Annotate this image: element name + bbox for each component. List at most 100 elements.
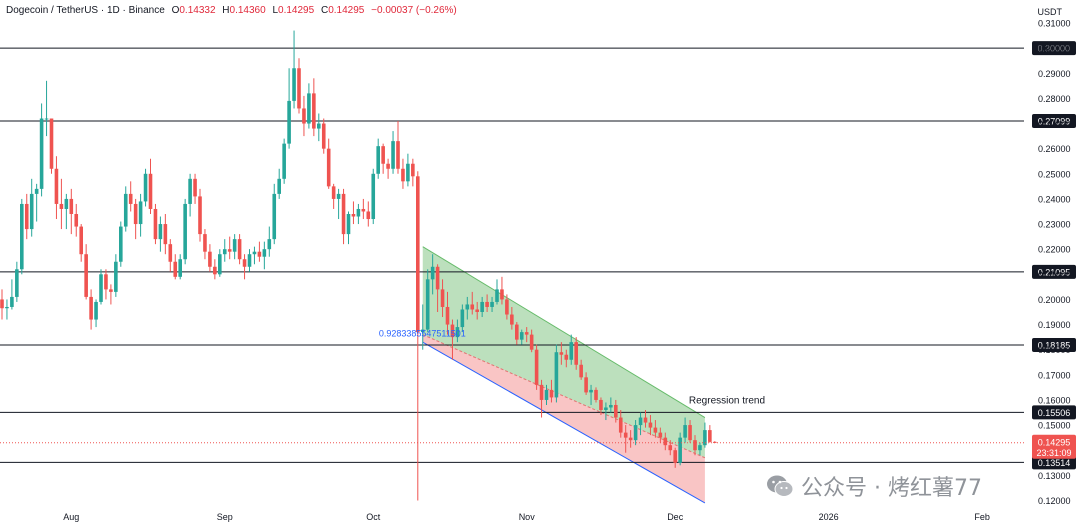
candle-body[interactable] (203, 234, 207, 252)
candle-body[interactable] (158, 224, 163, 240)
candle-body[interactable] (529, 334, 534, 350)
candle-body[interactable] (227, 249, 232, 252)
candle-body[interactable] (84, 254, 88, 297)
candle-body[interactable] (272, 193, 277, 240)
candle-body[interactable] (237, 239, 242, 260)
candle-body[interactable] (222, 249, 227, 255)
candle-body[interactable] (119, 226, 123, 262)
candle-body[interactable] (20, 203, 24, 270)
candle-body[interactable] (307, 93, 311, 124)
candle-body[interactable] (683, 425, 687, 438)
candle-body[interactable] (579, 364, 583, 378)
candle-body[interactable] (554, 352, 559, 398)
candle-body[interactable] (341, 193, 346, 235)
candle-body[interactable] (599, 399, 603, 410)
candle-body[interactable] (673, 450, 677, 463)
candle-body[interactable] (574, 342, 578, 365)
candle-body[interactable] (544, 389, 549, 400)
candle-body[interactable] (242, 259, 247, 267)
candle-body[interactable] (79, 226, 83, 255)
candle-body[interactable] (29, 193, 34, 230)
candle-body[interactable] (302, 108, 306, 124)
candle-body[interactable] (24, 203, 29, 230)
candle-body[interactable] (198, 196, 202, 235)
candle-body[interactable] (678, 437, 682, 463)
candle-body[interactable] (262, 249, 267, 257)
candle-body[interactable] (648, 422, 653, 428)
candle-body[interactable] (505, 299, 509, 315)
candle-body[interactable] (178, 259, 182, 277)
candle-body[interactable] (376, 146, 380, 174)
candle-body[interactable] (396, 141, 400, 169)
candle-body[interactable] (54, 168, 59, 204)
candle-body[interactable] (287, 100, 291, 144)
candle-body[interactable] (188, 178, 192, 204)
candle-body[interactable] (500, 289, 504, 300)
candle-body[interactable] (668, 445, 673, 451)
candle-body[interactable] (708, 430, 712, 442)
candle-body[interactable] (515, 324, 519, 340)
candle-body[interactable] (247, 254, 252, 267)
candle-body[interactable] (39, 118, 44, 189)
candle-body[interactable] (331, 186, 336, 199)
candle-body[interactable] (420, 329, 425, 333)
candle-body[interactable] (44, 118, 49, 120)
candle-body[interactable] (623, 432, 628, 438)
candle-body[interactable] (356, 208, 361, 217)
candle-body[interactable] (475, 309, 479, 312)
candle-body[interactable] (703, 430, 707, 446)
candle-body[interactable] (257, 251, 262, 257)
candle-body[interactable] (510, 314, 514, 325)
candle-body[interactable] (64, 198, 69, 209)
candle-body[interactable] (104, 274, 108, 290)
candle-body[interactable] (430, 266, 435, 280)
candle-body[interactable] (549, 389, 554, 398)
candle-body[interactable] (440, 289, 445, 307)
candle-body[interactable] (490, 301, 494, 307)
candle-body[interactable] (534, 349, 539, 385)
candle-body[interactable] (5, 306, 9, 309)
candle-body[interactable] (99, 274, 103, 302)
candle-body[interactable] (698, 445, 702, 451)
regression-upper-line[interactable] (422, 246, 706, 418)
candle-body[interactable] (445, 306, 450, 325)
candle-body[interactable] (277, 178, 281, 194)
candle-body[interactable] (539, 384, 544, 400)
candle-body[interactable] (485, 301, 489, 307)
candle-body[interactable] (183, 203, 187, 260)
candle-body[interactable] (425, 279, 430, 330)
candle-body[interactable] (411, 163, 415, 177)
candle-body[interactable] (351, 214, 356, 217)
candle-body[interactable] (653, 427, 658, 433)
candle-body[interactable] (366, 211, 371, 220)
candle-body[interactable] (559, 352, 564, 355)
candle-body[interactable] (584, 377, 588, 393)
candle-body[interactable] (524, 332, 529, 335)
candle-body[interactable] (148, 173, 153, 209)
candle-body[interactable] (0, 299, 4, 309)
candle-body[interactable] (693, 440, 697, 451)
candle-body[interactable] (168, 244, 173, 262)
candle-body[interactable] (455, 327, 460, 338)
candle-body[interactable] (10, 296, 14, 307)
candle-body[interactable] (633, 425, 638, 441)
candle-body[interactable] (688, 425, 692, 441)
candle-body[interactable] (643, 417, 648, 423)
candle-body[interactable] (213, 266, 217, 275)
candle-body[interactable] (381, 146, 385, 164)
candle-body[interactable] (317, 123, 321, 129)
regression-lower-line[interactable] (422, 341, 706, 504)
candle-body[interactable] (252, 251, 257, 255)
candle-body[interactable] (138, 201, 143, 225)
candle-body[interactable] (569, 342, 574, 360)
candle-body[interactable] (312, 93, 316, 129)
candle-body[interactable] (594, 389, 598, 400)
candle-body[interactable] (267, 239, 272, 250)
candle-body[interactable] (109, 289, 113, 292)
candle-body[interactable] (460, 309, 465, 328)
candle-body[interactable] (336, 193, 341, 199)
candle-body[interactable] (564, 354, 569, 360)
candle-body[interactable] (69, 198, 74, 214)
candle-body[interactable] (74, 214, 79, 227)
candle-body[interactable] (495, 289, 499, 302)
